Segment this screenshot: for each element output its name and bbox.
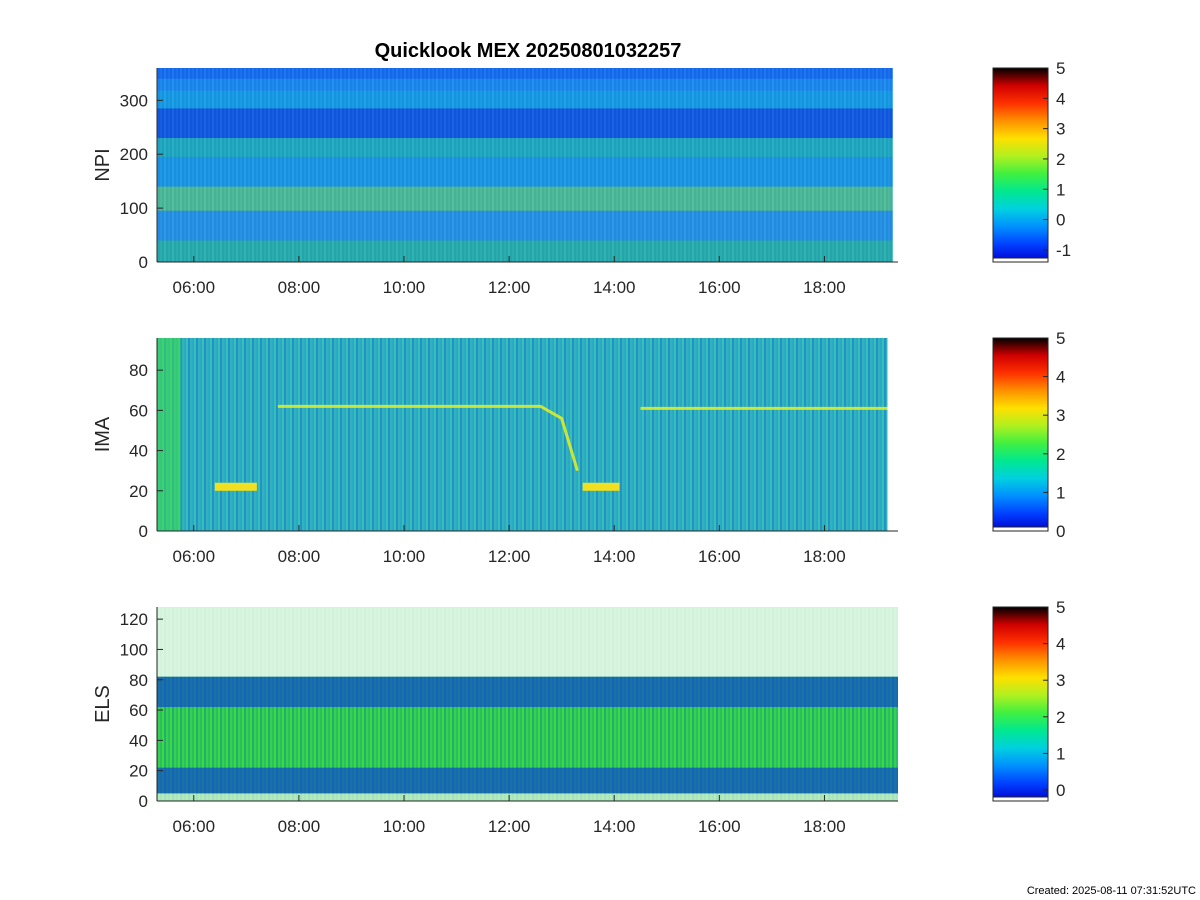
heatmap-band (157, 767, 898, 794)
colorbar-tick-label: 2 (1056, 445, 1065, 464)
x-tick-label: 08:00 (278, 278, 321, 297)
x-tick-label: 08:00 (278, 817, 321, 836)
colorbar-tick-label: 5 (1056, 329, 1065, 348)
heatmap-band (157, 210, 893, 241)
colorbar-tick-label: 3 (1056, 406, 1065, 425)
y-tick-label: 60 (129, 401, 148, 420)
x-tick-label: 14:00 (593, 547, 636, 566)
x-tick-label: 16:00 (698, 547, 741, 566)
y-tick-label: 120 (120, 610, 148, 629)
y-tick-label: 100 (120, 199, 148, 218)
colorbar-tick-label: 1 (1056, 483, 1065, 502)
colorbar-tick-label: 1 (1056, 180, 1065, 199)
els-panel: 06:00 08:00 10:00 12:00 14:00 16:00 18:0002040… (92, 598, 1065, 836)
heatmap-band (157, 90, 893, 109)
x-tick-label: 10:00 (383, 547, 426, 566)
y-tick-label: 100 (120, 640, 148, 659)
y-tick-label: 40 (129, 731, 148, 750)
colorbar-tick-label: 4 (1056, 89, 1065, 108)
heatmap-band (157, 676, 898, 708)
y-tick-label: 80 (129, 671, 148, 690)
x-tick-label: 16:00 (698, 817, 741, 836)
heatmap-band (157, 793, 898, 801)
x-tick-label: 12:00 (488, 817, 531, 836)
colorbar-tick-label: 4 (1056, 635, 1065, 654)
x-tick-label: 06:00 (173, 547, 216, 566)
heatmap-band (157, 186, 893, 211)
colorbar-tick-label: 0 (1056, 522, 1065, 541)
x-tick-label: 14:00 (593, 817, 636, 836)
heatmap-band (157, 338, 181, 531)
x-tick-label: 12:00 (488, 547, 531, 566)
heatmap-band (157, 156, 893, 187)
heatmap-band (157, 68, 893, 79)
y-tick-label: 300 (120, 91, 148, 110)
ion-trace (277, 404, 579, 472)
x-tick-label: 16:00 (698, 278, 741, 297)
y-axis-label: NPI (92, 148, 114, 181)
y-tick-label: 20 (129, 762, 148, 781)
colorbar-tick-label: 5 (1056, 59, 1065, 78)
colorbar-underflow (992, 796, 1049, 802)
x-tick-label: 12:00 (488, 278, 531, 297)
colorbar-tick-label: 3 (1056, 671, 1065, 690)
x-tick-label: 18:00 (803, 547, 846, 566)
ion-trace (582, 482, 620, 491)
y-tick-label: 0 (139, 253, 148, 272)
heatmap-band (157, 607, 898, 677)
x-tick-label: 18:00 (803, 817, 846, 836)
x-tick-label: 08:00 (278, 547, 321, 566)
y-tick-label: 0 (139, 792, 148, 811)
colorbar-tick-label: -1 (1056, 241, 1071, 260)
y-tick-label: 40 (129, 442, 148, 461)
colorbar-underflow (992, 526, 1049, 532)
colorbar-tick-label: 2 (1056, 708, 1065, 727)
colorbar-tick-label: 0 (1056, 211, 1065, 230)
heatmap-band (157, 240, 893, 262)
npi-panel: 06:00 08:00 10:00 12:00 14:00 16:00 18:00 0 100 2… (92, 59, 1071, 297)
colorbar-tick-label: 2 (1056, 150, 1065, 169)
figure-title: Quicklook MEX 20250801032257 (375, 40, 682, 62)
y-tick-label: 60 (129, 701, 148, 720)
created-timestamp: Created: 2025-08-11 07:31:52UTC (1027, 885, 1196, 897)
heatmap-band (157, 78, 893, 91)
colorbar (992, 606, 1049, 802)
x-tick-label: 06:00 (173, 817, 216, 836)
y-axis-label: ELS (92, 685, 114, 723)
colorbar-tick-label: 0 (1056, 781, 1065, 800)
colorbar-tick-label: 4 (1056, 368, 1065, 387)
x-tick-label: 10:00 (383, 278, 426, 297)
ima-panel: 06:00 08:00 10:00 12:00 14:00 16:00 18:0002040… (92, 329, 1065, 566)
y-tick-label: 80 (129, 361, 148, 380)
heatmap-band (157, 108, 893, 139)
y-axis-label: IMA (92, 416, 114, 452)
colorbar-tick-label: 5 (1056, 598, 1065, 617)
colorbar-tick-label: 1 (1056, 744, 1065, 763)
ion-trace (214, 482, 257, 491)
heatmap-band (157, 138, 893, 157)
colorbar (992, 337, 1049, 532)
x-tick-label: 10:00 (383, 817, 426, 836)
y-tick-label: 20 (129, 482, 148, 501)
colorbar (992, 67, 1049, 263)
colorbar-tick-label: 3 (1056, 120, 1065, 139)
heatmap-image (157, 338, 888, 531)
x-tick-label: 14:00 (593, 278, 636, 297)
y-tick-label: 200 (120, 145, 148, 164)
colorbar-underflow (992, 257, 1049, 263)
y-tick-label: 0 (139, 522, 148, 541)
x-tick-label: 18:00 (803, 278, 846, 297)
x-tick-label: 06:00 (173, 278, 216, 297)
